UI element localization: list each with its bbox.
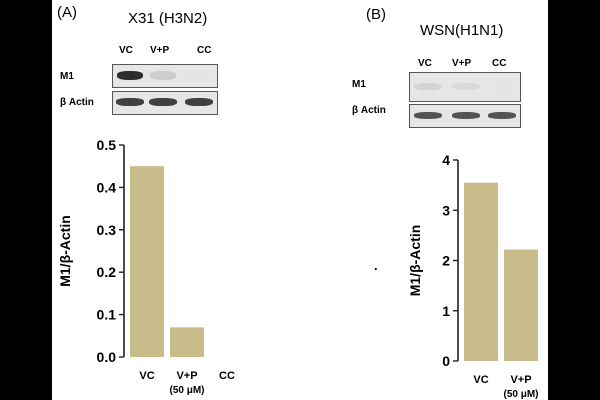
- panel-b-ytick-label: 3: [442, 202, 450, 218]
- panel-b-actin-blot: [409, 104, 521, 128]
- panel-b-m1-blot: [409, 72, 521, 102]
- panel-a-actin-band-2: [185, 98, 213, 106]
- panel-a-actin-label: β Actin: [60, 97, 94, 108]
- panel-b-m1-label: M1: [352, 79, 366, 90]
- panel-a-ytick-label: 0.5: [97, 137, 117, 153]
- panel-b-ytick-label: 4: [442, 152, 450, 168]
- panel-b-ytick-label: 2: [442, 253, 450, 269]
- panel-a-bar-vc: [130, 166, 164, 357]
- panel-b-actin-band-1: [452, 111, 480, 119]
- panel-b-actin-band-0: [414, 111, 442, 119]
- panel-b-xtick-label: V+P: [510, 374, 531, 386]
- panel-a-actin-band-1: [149, 98, 177, 106]
- panel-a-actin-band-0: [116, 98, 144, 106]
- panel-a-m1-label: M1: [60, 71, 74, 82]
- panel-b-bar-vc: [464, 182, 498, 361]
- figure: (A) X31 (H3N2) VC V+P CC M1 β Actin 0.0 0…: [52, 0, 548, 400]
- panel-b-lane-vc: VC: [418, 58, 432, 69]
- panel-b-actin-label: β Actin: [352, 105, 386, 116]
- panel-a-ytick-label: 0.4: [97, 179, 117, 195]
- panel-a-ylabel: M1/β-Actin: [57, 215, 73, 287]
- panel-b-xtick-sublabel: (50 μM): [503, 389, 538, 400]
- panel-a-ytick-label: 0.1: [97, 307, 117, 323]
- panel-b-m1-band-1: [452, 82, 480, 90]
- panel-b-y-marker: .: [374, 258, 378, 273]
- panel-a-xtick-label: VC: [139, 370, 154, 382]
- panel-b-xtick-label: VC: [473, 374, 488, 386]
- panel-b-ytick-label: 1: [442, 303, 450, 319]
- panel-a-ytick-label: 0.3: [97, 222, 117, 238]
- panel-b-title: WSN(H1N1): [420, 22, 504, 39]
- panel-a-m1-band-2: [186, 70, 212, 80]
- panel-a-letter: (A): [57, 4, 77, 21]
- panel-b-ytick-label: 0: [442, 353, 450, 369]
- panel-a-chart: 0.0 0.1 0.2 0.3 0.4 0.5 M1/β-Actin VC V+P (50 μM)…: [57, 137, 235, 396]
- panel-a-ytick-label: 0.0: [97, 349, 117, 365]
- panel-a-xtick-sublabel: (50 μM): [169, 385, 204, 396]
- panel-b-actin-band-2: [488, 111, 516, 119]
- panel-a-title: X31 (H3N2): [128, 10, 208, 27]
- panel-b-lane-cc: CC: [492, 58, 507, 69]
- panel-a-bar-vp: [170, 327, 204, 357]
- panel-b-lane-vp: V+P: [452, 58, 472, 69]
- panel-a-m1-band-1: [150, 70, 176, 80]
- panel-a-ytick-label: 0.2: [97, 264, 117, 280]
- panel-a-xtick-label: V+P: [176, 370, 197, 382]
- panel-a-lane-vp: V+P: [150, 45, 170, 56]
- panel-a-lane-vc: VC: [119, 45, 133, 56]
- panel-b-bar-vp: [504, 249, 538, 361]
- panel-a-m1-band-0: [117, 70, 143, 80]
- panel-a-lane-cc: CC: [197, 45, 212, 56]
- panel-a-actin-blot: [112, 91, 218, 115]
- panel-a-m1-blot: [112, 64, 218, 88]
- panel-a-xtick-label: CC: [219, 370, 235, 382]
- panel-b-m1-band-0: [414, 82, 442, 90]
- panel-b-ylabel: M1/β-Actin: [407, 225, 423, 297]
- panel-b-m1-band-2: [488, 82, 516, 90]
- panel-b-letter: (B): [366, 6, 386, 23]
